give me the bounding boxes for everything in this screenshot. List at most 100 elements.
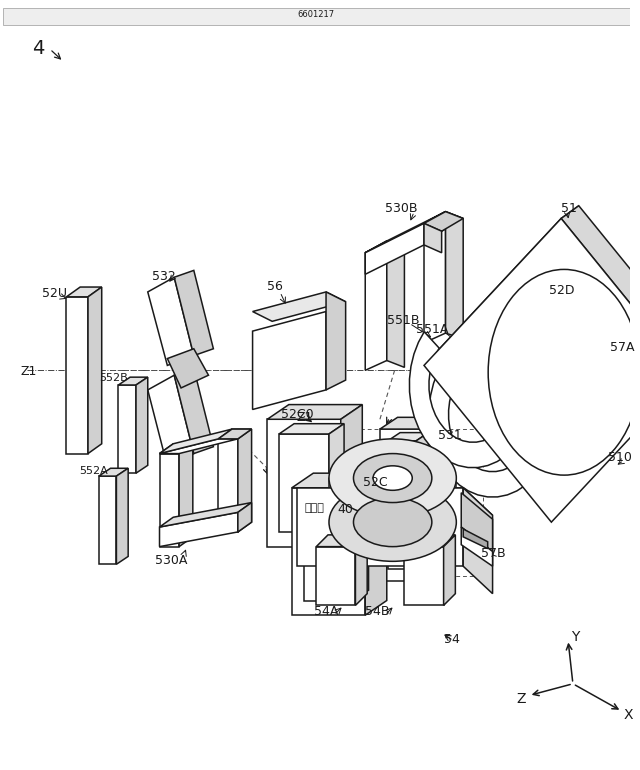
Text: 52C0: 52C0 [281, 407, 314, 420]
Ellipse shape [329, 483, 456, 561]
Polygon shape [444, 535, 455, 605]
Polygon shape [561, 206, 640, 375]
Text: 551B: 551B [387, 314, 419, 327]
Polygon shape [148, 277, 194, 366]
Polygon shape [388, 433, 429, 441]
Polygon shape [429, 361, 556, 497]
Polygon shape [424, 212, 445, 343]
Polygon shape [118, 377, 148, 385]
Text: 510: 510 [608, 450, 632, 464]
Text: X: X [624, 708, 634, 722]
Polygon shape [218, 439, 238, 532]
Polygon shape [365, 241, 404, 260]
Polygon shape [159, 444, 193, 454]
Polygon shape [159, 454, 179, 547]
Polygon shape [167, 349, 209, 388]
Polygon shape [268, 420, 340, 547]
Text: 51: 51 [561, 202, 577, 215]
Text: 552B: 552B [99, 373, 127, 383]
Text: 4: 4 [32, 39, 45, 59]
Polygon shape [404, 547, 444, 605]
Polygon shape [279, 424, 344, 434]
Polygon shape [445, 212, 463, 339]
Polygon shape [218, 429, 252, 439]
Polygon shape [303, 503, 353, 601]
Text: 57A: 57A [610, 341, 635, 354]
Text: Y: Y [571, 630, 579, 644]
Text: 6601217: 6601217 [298, 10, 335, 18]
Text: 530B: 530B [385, 202, 417, 215]
Text: 54A: 54A [314, 605, 339, 618]
Polygon shape [340, 404, 362, 547]
Text: レンズ: レンズ [305, 503, 324, 513]
Polygon shape [174, 270, 213, 356]
Text: 40: 40 [338, 503, 354, 516]
Text: 54B: 54B [365, 605, 390, 618]
Text: 54: 54 [444, 633, 460, 646]
Text: 552A: 552A [79, 467, 108, 477]
Polygon shape [253, 312, 326, 410]
Text: Z1: Z1 [297, 411, 313, 424]
Polygon shape [424, 219, 640, 522]
Polygon shape [547, 323, 566, 363]
Ellipse shape [488, 270, 640, 475]
Polygon shape [424, 212, 463, 231]
Text: 56: 56 [268, 280, 283, 293]
Polygon shape [174, 368, 213, 454]
Polygon shape [365, 223, 424, 274]
Polygon shape [218, 429, 252, 439]
Polygon shape [326, 292, 346, 390]
Polygon shape [297, 488, 493, 515]
Text: 52U: 52U [42, 287, 67, 300]
Text: 57B: 57B [481, 547, 506, 560]
Polygon shape [67, 287, 102, 297]
Polygon shape [292, 473, 387, 488]
Polygon shape [292, 488, 365, 615]
Polygon shape [365, 473, 387, 615]
Text: 530A: 530A [155, 554, 187, 567]
Polygon shape [268, 404, 362, 420]
Polygon shape [388, 441, 416, 569]
Polygon shape [297, 488, 463, 566]
Polygon shape [67, 297, 88, 454]
Polygon shape [461, 493, 493, 551]
Ellipse shape [373, 466, 412, 490]
Text: 551A: 551A [416, 323, 449, 336]
Polygon shape [238, 429, 252, 532]
Polygon shape [424, 417, 442, 581]
Text: 532: 532 [152, 270, 175, 283]
Ellipse shape [353, 497, 432, 547]
Polygon shape [316, 547, 355, 605]
Polygon shape [424, 223, 442, 253]
Ellipse shape [353, 454, 432, 503]
Polygon shape [353, 492, 369, 601]
Polygon shape [179, 444, 193, 547]
Polygon shape [380, 417, 442, 429]
Polygon shape [303, 492, 369, 503]
Polygon shape [136, 377, 148, 473]
Polygon shape [387, 241, 404, 367]
Polygon shape [159, 429, 232, 454]
Polygon shape [159, 503, 252, 527]
Polygon shape [159, 512, 238, 547]
Polygon shape [116, 468, 128, 564]
Ellipse shape [329, 439, 456, 517]
Polygon shape [159, 439, 238, 454]
Polygon shape [355, 535, 367, 605]
Polygon shape [99, 468, 128, 476]
Polygon shape [537, 297, 587, 317]
Polygon shape [416, 433, 429, 569]
Polygon shape [253, 292, 346, 321]
Polygon shape [380, 429, 424, 581]
Text: Z: Z [516, 691, 525, 705]
Polygon shape [316, 535, 367, 547]
Text: 52D: 52D [549, 284, 575, 297]
Text: Z1: Z1 [20, 366, 36, 378]
Polygon shape [424, 206, 579, 366]
Polygon shape [99, 476, 116, 564]
Polygon shape [329, 424, 344, 532]
Polygon shape [424, 212, 463, 231]
Polygon shape [365, 241, 387, 370]
Text: 531: 531 [438, 429, 461, 442]
Text: 52C: 52C [364, 476, 388, 489]
